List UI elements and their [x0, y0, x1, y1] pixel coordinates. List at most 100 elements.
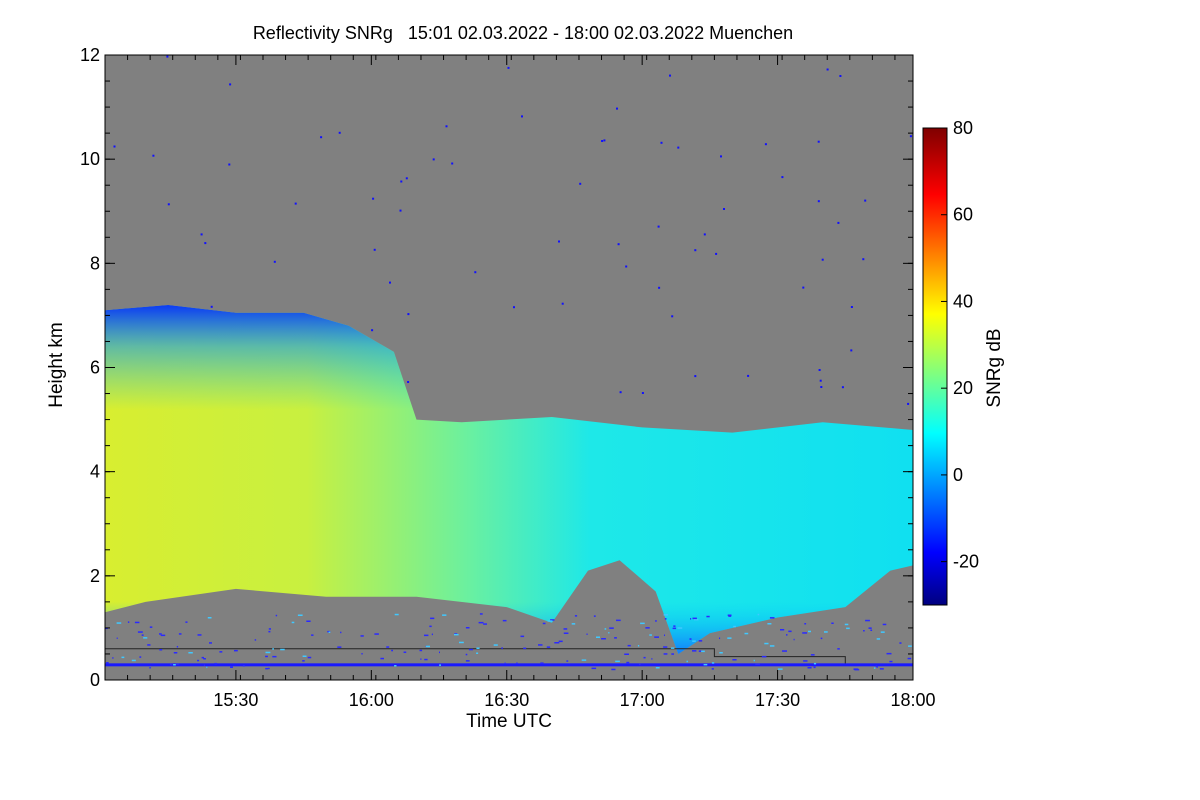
clutter-speckle — [280, 648, 285, 651]
clutter-speckle — [616, 619, 621, 622]
noise-speckle — [579, 182, 582, 185]
x-tick-label: 17:00 — [620, 690, 665, 710]
colorbar-gradient — [922, 127, 948, 606]
clutter-speckle — [698, 640, 703, 642]
clutter-speckle — [116, 622, 122, 624]
noise-speckle — [658, 286, 661, 289]
noise-speckle — [909, 135, 912, 138]
noise-speckle — [723, 208, 725, 210]
clutter-speckle — [615, 660, 620, 663]
clutter-speckle — [820, 637, 823, 640]
clutter-speckle — [149, 667, 151, 669]
clutter-speckle — [764, 642, 769, 645]
noise-speckle — [405, 177, 408, 180]
clutter-speckle — [782, 650, 787, 652]
clutter-speckle — [501, 647, 503, 649]
clutter-speckle — [311, 634, 314, 636]
melting-layer-line — [105, 648, 846, 664]
noise-speckle — [273, 260, 276, 263]
noise-speckle — [720, 155, 722, 158]
clutter-speckle — [802, 632, 808, 634]
clutter-speckle — [608, 632, 610, 634]
clutter-speckle — [886, 652, 892, 655]
clutter-speckle — [188, 652, 193, 654]
x-tick-label: 15:30 — [213, 690, 258, 710]
clutter-speckle — [442, 614, 447, 616]
clutter-speckle — [880, 631, 885, 633]
noise-speckle — [671, 315, 674, 318]
clutter-speckle — [767, 623, 772, 625]
noise-speckle — [601, 140, 604, 142]
clutter-speckle — [242, 665, 245, 667]
clutter-speckle — [431, 633, 433, 636]
clutter-speckle — [780, 629, 785, 631]
echo-edge-shading — [105, 305, 913, 654]
noise-speckle — [677, 146, 680, 149]
y-axis-label: Height km — [46, 322, 67, 408]
clutter-speckle — [542, 622, 546, 625]
noise-speckle — [371, 329, 374, 332]
clutter-speckle — [171, 663, 173, 666]
clutter-speckle — [566, 660, 569, 662]
clutter-speckle — [361, 653, 363, 655]
noise-speckle — [837, 221, 840, 224]
colorbar-tick-label: 60 — [953, 205, 973, 225]
clutter-speckle — [899, 642, 902, 644]
clutter-speckle — [143, 637, 148, 639]
noise-speckle — [619, 391, 622, 394]
noise-speckle — [764, 143, 767, 146]
noise-speckle — [400, 180, 403, 183]
noise-speckle — [167, 203, 170, 206]
noise-speckle — [694, 249, 697, 252]
clutter-speckle — [655, 667, 660, 669]
clutter-speckle — [254, 639, 257, 641]
clutter-speckle — [677, 627, 683, 629]
clutter-speckle — [654, 636, 659, 638]
clutter-speckle — [340, 631, 342, 634]
clutter-speckle — [596, 636, 600, 638]
noise-speckle — [839, 75, 842, 77]
clutter-speckle — [672, 627, 676, 630]
clutter-speckle — [439, 651, 440, 654]
clutter-speckle — [275, 614, 278, 617]
clutter-speckle — [824, 631, 828, 633]
clutter-speckle — [478, 621, 484, 624]
clutter-speckle — [429, 625, 432, 628]
clutter-speckle — [810, 654, 815, 656]
noise-speckle — [907, 402, 910, 405]
clutter-speckle — [201, 656, 204, 659]
clutter-speckle — [651, 658, 653, 660]
noise-speckle — [561, 302, 564, 305]
clutter-speckle — [638, 663, 641, 666]
clutter-speckle — [863, 630, 865, 632]
clutter-speckle — [425, 645, 430, 648]
clutter-speckle — [173, 664, 176, 666]
clutter-speckle — [547, 620, 553, 622]
colorbar-tick-label: 20 — [953, 378, 973, 398]
noise-speckle — [694, 375, 697, 378]
clutter-speckle — [728, 615, 732, 617]
noise-speckle — [657, 225, 660, 228]
clutter-speckle — [663, 646, 668, 648]
clutter-speckle — [563, 632, 569, 634]
clutter-speckle — [908, 645, 912, 647]
clutter-speckle — [291, 621, 295, 624]
colorbar-label: SNRg dB — [984, 328, 1005, 407]
clutter-speckle — [439, 664, 441, 666]
clutter-speckle — [265, 667, 269, 670]
noise-speckle — [451, 162, 454, 165]
clutter-speckle — [268, 667, 270, 670]
clutter-speckle — [844, 623, 849, 626]
clutter-speckle — [609, 627, 614, 629]
clutter-speckle — [769, 645, 775, 647]
chart-title: Reflectivity SNRg 15:01 02.03.2022 - 18:… — [253, 23, 793, 43]
x-tick-label: 16:00 — [349, 690, 394, 710]
noise-speckle — [320, 136, 323, 139]
clutter-speckle — [853, 668, 859, 670]
clutter-speckle — [230, 666, 233, 668]
clutter-speckle — [297, 614, 303, 616]
noise-speckle — [817, 140, 820, 143]
clutter-speckle — [394, 613, 399, 616]
clutter-speckle — [624, 653, 629, 655]
clutter-speckle — [732, 659, 737, 661]
